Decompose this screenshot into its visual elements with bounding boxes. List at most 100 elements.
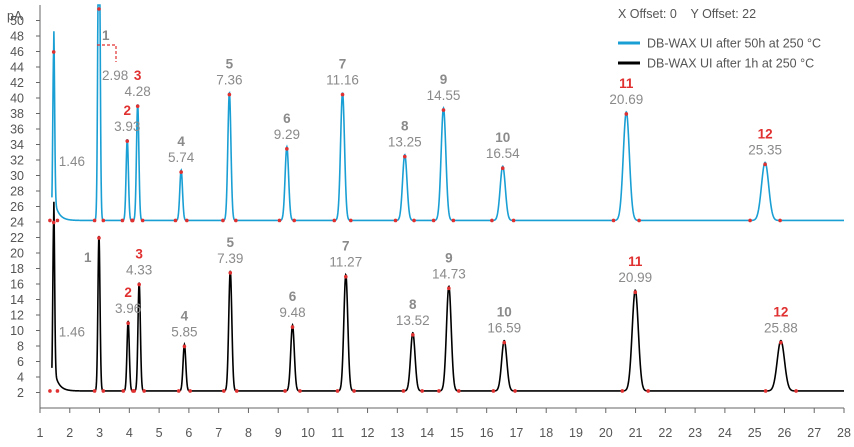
peak-number-label: 6 [283, 111, 291, 126]
y-tick-label: 8 [17, 340, 24, 354]
y-tick-label: 6 [17, 355, 24, 369]
integration-marker [48, 389, 52, 393]
peak-rt-label: 11.16 [326, 73, 359, 88]
x-tick-label: 22 [658, 426, 672, 440]
integration-marker [142, 389, 146, 393]
x-tick-label: 1 [37, 426, 44, 440]
integration-marker [176, 389, 181, 393]
integration-marker [332, 218, 337, 223]
x-tick-label: 20 [599, 426, 613, 440]
y-tick-label: 40 [10, 92, 24, 106]
integration-marker [277, 218, 282, 223]
peak-rt-label: 20.99 [618, 270, 652, 285]
peak-rt-label: 5.85 [171, 324, 197, 339]
legend: DB-WAX UI after 50h at 250 °C DB-WAX UI a… [618, 37, 821, 71]
peak-number-label: 1 [102, 28, 110, 43]
peak-number-label: 10 [495, 130, 510, 145]
y-tick-label: 34 [10, 138, 24, 152]
peak-apex-marker [182, 344, 187, 349]
x-tick-label: 25 [748, 426, 762, 440]
peak-number-label: 2 [123, 103, 131, 118]
y-tick-label: 4 [17, 371, 24, 385]
y-tick-label: 44 [10, 61, 24, 75]
peak-number-label: 9 [445, 250, 453, 265]
peak-number-label: 4 [181, 308, 189, 323]
peak-apex-marker [340, 92, 345, 97]
y-tick-label: 10 [10, 324, 24, 338]
peak-number-label: 6 [289, 289, 297, 304]
x-tick-label: 12 [361, 426, 375, 440]
x-tick-label: 4 [126, 426, 133, 440]
x-tick-label: 3 [96, 426, 103, 440]
integration-marker [778, 218, 782, 223]
peak-rt-label: 3.96 [115, 301, 141, 316]
integration-marker [393, 218, 398, 223]
peak-apex-marker [402, 154, 407, 159]
peak-apex-marker [290, 325, 295, 329]
peak-apex-marker [344, 274, 348, 279]
integration-marker [188, 389, 192, 393]
x-tick-label: 11 [331, 426, 344, 440]
peak-number-label: 7 [342, 239, 350, 254]
integration-marker [794, 389, 798, 393]
peak-number-label: 4 [177, 134, 185, 149]
peak-apex-marker [179, 170, 183, 174]
integration-marker [352, 389, 356, 393]
y-tick-label: 16 [10, 278, 24, 292]
x-tick-label: 14 [420, 426, 434, 440]
peak-rt-label: 4.33 [126, 262, 152, 277]
x-tick-label: 26 [777, 426, 791, 440]
peak-apex-marker [500, 166, 505, 170]
integration-marker [234, 389, 239, 393]
peak-apex-marker [137, 282, 141, 287]
y-tick-label: 26 [10, 200, 24, 214]
peak-number-label: 8 [409, 297, 417, 312]
integration-marker [646, 389, 650, 393]
x-tick-label: 15 [450, 426, 464, 440]
x-tick-label: 19 [569, 426, 583, 440]
integration-marker [451, 218, 456, 223]
integration-marker [420, 389, 424, 393]
integration-marker [283, 389, 287, 393]
peak-rt-label: 16.59 [487, 321, 521, 336]
peak-apex-marker [502, 340, 507, 345]
peak-apex-marker [779, 340, 783, 345]
integration-marker [48, 218, 52, 223]
x-tick-label: 9 [275, 426, 282, 440]
peak-rt-label: 25.88 [764, 321, 798, 336]
peak-rt-label: 7.36 [216, 73, 242, 88]
y-tick-label: 50 [10, 14, 24, 28]
integration-marker [298, 389, 302, 393]
y-tick-label: 12 [10, 309, 24, 323]
integration-marker [222, 389, 226, 393]
peak-apex-marker [624, 112, 629, 116]
y-tick-label: 38 [10, 107, 24, 121]
y-tick-label: 24 [10, 216, 24, 230]
integration-marker [221, 218, 225, 223]
peak-number-label: 9 [440, 72, 448, 87]
integration-marker [173, 218, 178, 223]
peak-rt-label: 13.25 [388, 135, 422, 150]
x-tick-label: 16 [480, 426, 494, 440]
y-tick-label: 32 [10, 154, 24, 168]
y-tick-label: 48 [10, 30, 24, 44]
peak-apex-marker [97, 236, 101, 240]
integration-marker [292, 218, 297, 223]
peak-apex-marker [97, 7, 101, 11]
peak-callout [97, 44, 117, 62]
integration-marker [437, 389, 441, 393]
peak-rt-label: 20.69 [609, 92, 643, 107]
peak-apex-marker [135, 104, 140, 108]
integration-marker [92, 389, 97, 393]
y-tick-label: 28 [10, 185, 24, 199]
peak-rt-label: 7.39 [217, 251, 243, 266]
integration-marker [637, 218, 641, 223]
integration-marker [140, 218, 145, 223]
peak-rt-label: 14.73 [432, 266, 466, 281]
integration-marker [620, 389, 625, 393]
integration-marker [348, 218, 353, 223]
peak-apex-marker [227, 92, 232, 97]
peak-rt-label: 14.55 [427, 88, 461, 103]
integration-marker [55, 389, 60, 393]
